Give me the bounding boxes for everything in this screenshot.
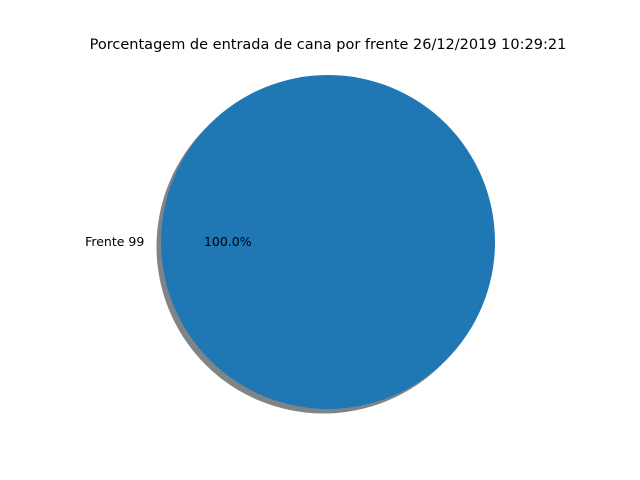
pie-slice bbox=[161, 75, 495, 409]
pie-slice-group bbox=[161, 75, 495, 409]
slice-percent-label: 100.0% bbox=[204, 234, 252, 249]
chart-title: Porcentagem de entrada de cana por frent… bbox=[90, 37, 567, 53]
pie-label-group: Frente 99 100.0% bbox=[85, 234, 252, 249]
slice-label: Frente 99 bbox=[85, 234, 144, 249]
